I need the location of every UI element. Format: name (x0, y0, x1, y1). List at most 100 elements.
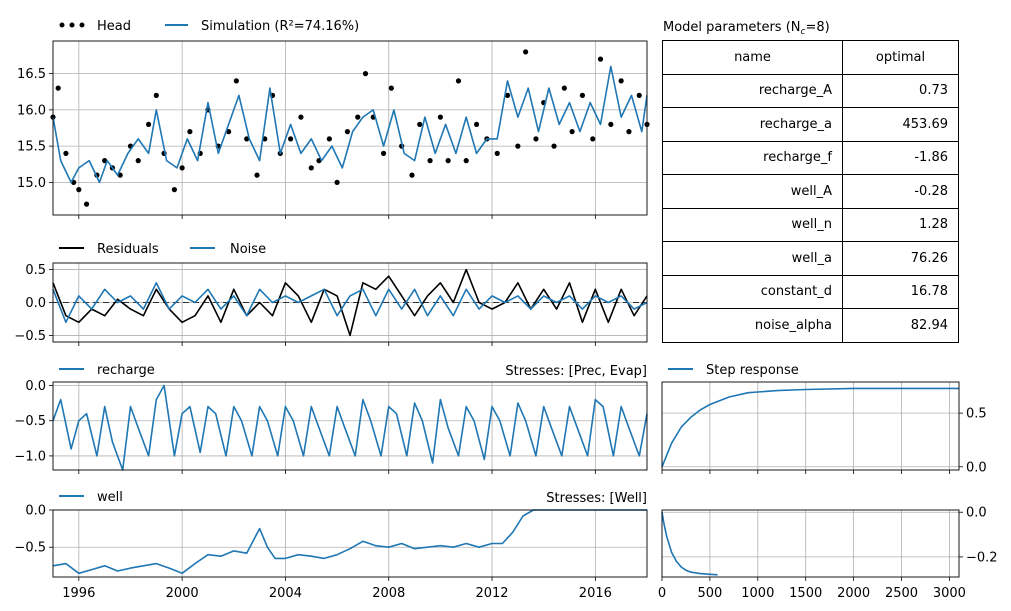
param-value: 76.26 (842, 241, 959, 276)
head-legend: Head Simulation (R²=74.16%) (59, 19, 359, 34)
legend-label-recharge: recharge (97, 363, 155, 378)
x-tick-label: 2000 (837, 586, 870, 601)
well-line (52, 509, 647, 575)
head-observation-point (427, 158, 433, 164)
head-observation-point (135, 158, 141, 164)
head-legend-marker (59, 22, 65, 28)
head-observation-point (618, 78, 624, 84)
head-observation-point (409, 172, 415, 178)
tick-layer: 15.0 15.5 16.0 16.5 −0.5 0.0 0.5 −1.0 −0.5 0.0 −0.… (14, 67, 997, 601)
legend-label-noise: Noise (230, 242, 266, 257)
x-tick-label: 2000 (166, 586, 199, 601)
head-observation-point (569, 129, 575, 135)
step-response-well-frame (661, 509, 960, 578)
x-tick-label: 1000 (741, 586, 774, 601)
head-observation-point (636, 92, 642, 98)
y-tick-label: 0.5 (25, 263, 46, 278)
table-row: well_n 1.28 (662, 207, 959, 242)
head-observation-point (515, 143, 521, 149)
param-name: constant_d (662, 274, 843, 309)
y-tick-label: −0.5 (14, 329, 46, 344)
param-name: recharge_A (662, 73, 843, 108)
head-observation-point (626, 129, 632, 135)
table-row: recharge_a 453.69 (662, 107, 959, 142)
head-observation-point (494, 150, 500, 156)
x-tick-label: 1500 (789, 586, 822, 601)
y-tick-label: 16.0 (17, 103, 46, 118)
table-row: recharge_A 0.73 (662, 73, 959, 108)
head-observation-point (145, 121, 152, 127)
head-observation-point (233, 78, 239, 84)
param-name: well_A (662, 174, 843, 209)
head-observation-point (561, 85, 567, 91)
y-tick-label: 0.0 (966, 460, 987, 475)
head-observation-point (463, 158, 469, 164)
step-response-recharge-frame (661, 381, 960, 471)
y-tick-label: 0.0 (25, 296, 46, 311)
x-tick-label: 3000 (933, 586, 966, 601)
legend-label-well: well (97, 490, 123, 505)
head-observation-point (445, 158, 451, 164)
x-tick-label: 1996 (62, 586, 95, 601)
well-step-response-line (661, 512, 718, 576)
recharge-axes-frame (52, 381, 648, 471)
param-name: recharge_a (662, 107, 843, 142)
y-tick-label: 0.5 (966, 407, 987, 422)
step-response-legend: Step response (668, 363, 799, 378)
y-tick-label: 15.5 (17, 140, 46, 155)
x-tick-label: 2500 (885, 586, 918, 601)
table-row: constant_d 16.78 (662, 274, 959, 309)
head-observation-point (551, 143, 557, 149)
head-observation-point (380, 150, 387, 156)
y-tick-label: 0.0 (25, 379, 46, 394)
head-observation-point (473, 121, 480, 127)
legend-label-head: Head (97, 19, 131, 34)
head-observation-point (326, 136, 332, 142)
head-observation-point (388, 85, 394, 91)
well-stress-label: Stresses: [Well] (546, 491, 647, 506)
y-tick-label: 16.5 (17, 67, 46, 82)
head-observation-point (83, 201, 90, 207)
table-header-optimal: optimal (842, 40, 959, 75)
head-observation-point (608, 121, 614, 127)
head-observation-point (597, 56, 604, 62)
head-observation-point (63, 150, 69, 156)
table-row: noise_alpha 82.94 (662, 308, 959, 343)
x-tick-label: 2016 (579, 586, 612, 601)
legend-label-step-response: Step response (706, 363, 799, 378)
y-tick-label: −1.0 (14, 449, 46, 464)
head-observation-point (76, 187, 82, 193)
recharge-line (52, 384, 648, 471)
residuals-line (52, 268, 648, 337)
data-layer (50, 49, 959, 576)
recharge-stress-label: Stresses: [Prec, Evap] (505, 364, 647, 379)
legend-label-residuals: Residuals (97, 242, 159, 257)
simulation-r-74-16-line (52, 65, 648, 184)
table-row: well_A -0.28 (662, 174, 959, 209)
recharge-legend: recharge Stresses: [Prec, Evap] (59, 363, 647, 379)
head-axes-frame (52, 40, 648, 216)
param-name: well_a (662, 241, 843, 276)
x-tick-label: 500 (697, 586, 722, 601)
head-observation-point (334, 179, 340, 185)
head-observation-point (179, 165, 185, 171)
x-tick-label: 2012 (475, 586, 508, 601)
head-observation-point (344, 129, 351, 135)
x-tick-label: 0 (658, 586, 666, 601)
y-tick-label: −0.2 (966, 550, 998, 565)
table-header-name: name (662, 40, 843, 75)
param-value: -0.28 (842, 174, 959, 209)
well-axes-frame (52, 509, 648, 578)
y-tick-label: 0.0 (966, 506, 987, 521)
step-response-line (661, 387, 959, 468)
head-observation-point (590, 136, 596, 142)
well-legend: well Stresses: [Well] (59, 490, 647, 506)
param-value: 1.28 (842, 207, 959, 242)
head-observation-point (244, 136, 250, 142)
head-observation-point (288, 136, 294, 142)
y-tick-label: 0.0 (25, 504, 46, 519)
param-value: 16.78 (842, 274, 959, 309)
head-observation-point (455, 78, 462, 84)
param-name: noise_alpha (662, 308, 843, 343)
